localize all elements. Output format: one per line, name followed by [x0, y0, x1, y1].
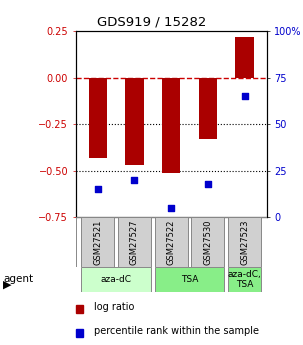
Bar	[125, 78, 144, 165]
Text: log ratio: log ratio	[94, 302, 134, 312]
Text: ▶: ▶	[3, 280, 12, 289]
Text: GSM27523: GSM27523	[240, 220, 249, 265]
Point	[242, 93, 247, 99]
Point	[95, 187, 100, 192]
Text: GSM27521: GSM27521	[93, 220, 102, 265]
Bar	[155, 267, 225, 292]
Bar	[155, 217, 188, 267]
Bar	[228, 267, 261, 292]
Bar	[191, 217, 225, 267]
Text: GSM27530: GSM27530	[203, 220, 212, 265]
Text: percentile rank within the sample: percentile rank within the sample	[94, 326, 259, 336]
Bar	[235, 37, 254, 78]
Text: agent: agent	[3, 275, 33, 284]
Point	[169, 205, 174, 211]
Text: TSA: TSA	[181, 275, 198, 284]
Bar	[88, 78, 107, 158]
Bar	[118, 217, 151, 267]
Text: GSM27522: GSM27522	[167, 220, 176, 265]
Bar	[162, 78, 180, 172]
Bar	[81, 267, 151, 292]
Bar	[81, 217, 114, 267]
Point	[205, 181, 210, 187]
Text: aza-dC: aza-dC	[101, 275, 132, 284]
Text: GDS919 / 15282: GDS919 / 15282	[97, 16, 206, 29]
Bar	[228, 217, 261, 267]
Text: aza-dC,
TSA: aza-dC, TSA	[228, 270, 261, 289]
Point	[132, 177, 137, 183]
Text: GSM27527: GSM27527	[130, 220, 139, 265]
Bar	[199, 78, 217, 139]
